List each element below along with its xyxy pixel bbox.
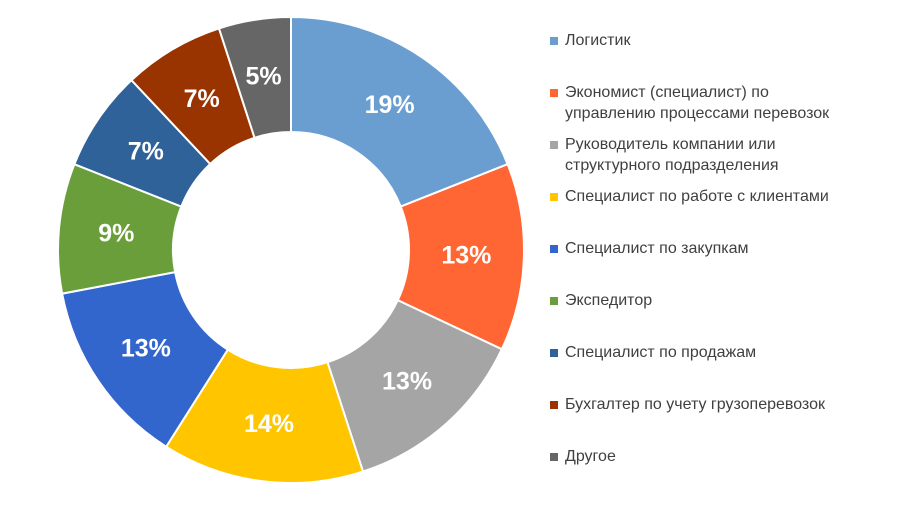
legend-item-2: Экономист (специалист) по управлению проц…	[550, 82, 910, 124]
legend-swatch	[550, 297, 558, 305]
donut-slice-1	[290, 15, 509, 208]
legend-swatch	[550, 37, 558, 45]
legend-swatch	[550, 89, 558, 97]
chart-legend: Логистик Экономист (специалист) по управле…	[550, 0, 910, 512]
slice-value-label-4: 14%	[244, 410, 294, 438]
legend-swatch	[550, 141, 558, 149]
slice-value-label-9: 5%	[245, 63, 281, 91]
donut-slice-9	[217, 15, 292, 140]
legend-item-5: Специалист по закупкам	[550, 238, 910, 259]
legend-label: Специалист по закупкам	[565, 240, 749, 257]
slice-value-label-8: 7%	[184, 85, 220, 113]
legend-item-1: Логистик	[550, 30, 910, 51]
legend-item-6: Экспедитор	[550, 290, 910, 311]
slice-value-label-7: 7%	[128, 137, 164, 165]
legend-swatch	[550, 193, 558, 201]
slice-value-label-2: 13%	[441, 242, 491, 270]
legend-label: Другое	[565, 448, 616, 465]
legend-swatch	[550, 245, 558, 253]
slice-value-label-1: 19%	[365, 91, 415, 119]
legend-swatch	[550, 349, 558, 357]
legend-item-8: Бухгалтер по учету грузоперевозок	[550, 394, 910, 415]
legend-label: Руководитель компании или структурного по…	[565, 136, 779, 174]
legend-label: Логистик	[565, 32, 631, 49]
legend-item-3: Руководитель компании или структурного по…	[550, 134, 910, 176]
legend-label: Бухгалтер по учету грузоперевозок	[565, 396, 825, 413]
slice-value-label-3: 13%	[382, 368, 432, 396]
legend-label: Специалист по продажам	[565, 344, 757, 361]
legend-swatch	[550, 401, 558, 409]
legend-label: Экономист (специалист) по управлению проц…	[565, 84, 830, 122]
legend-swatch	[550, 453, 558, 461]
legend-item-7: Специалист по продажам	[550, 342, 910, 363]
slice-value-label-6: 9%	[98, 219, 134, 247]
donut-chart-plot: 19% 13% 13% 14% 13% 9% 7% 7% 5%	[57, 15, 525, 484]
legend-label: Экспедитор	[565, 292, 653, 309]
donut-slice-4	[164, 348, 365, 484]
legend-item-9: Другое	[550, 446, 910, 467]
legend-label: Специалист по работе с клиентами	[565, 188, 829, 205]
legend-item-4: Специалист по работе с клиентами	[550, 186, 910, 207]
slice-value-label-5: 13%	[121, 335, 171, 363]
